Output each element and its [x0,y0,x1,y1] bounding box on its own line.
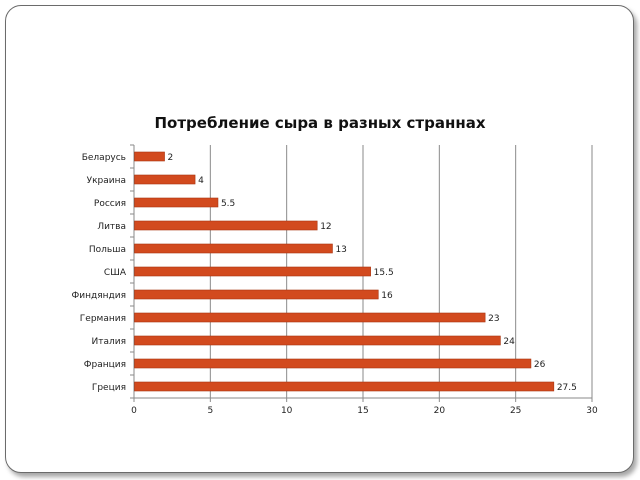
category-label: Германия [80,314,126,324]
category-label: Польша [89,245,126,255]
data-label: 27.5 [557,383,577,393]
bar [134,243,333,254]
data-label: 2 [168,153,174,163]
data-label: 15.5 [374,268,394,278]
bar [134,358,532,369]
category-label: Украина [87,176,126,186]
slide-frame [5,5,634,473]
category-label: Финдяндия [72,291,127,301]
category-label: Россия [94,199,126,209]
data-label: 4 [198,176,204,186]
category-label: Литва [97,222,126,232]
data-label: 24 [503,337,515,347]
bar [134,174,196,185]
bar [134,151,165,162]
x-tick-label: 25 [510,406,521,416]
category-label: Беларусь [82,153,126,163]
data-label: 12 [320,222,331,232]
category-label: Греция [92,383,126,393]
bar [134,197,219,208]
bar [134,312,486,323]
x-tick-label: 0 [131,406,137,416]
x-tick-label: 30 [586,406,598,416]
data-label: 5.5 [221,199,235,209]
category-label: Италия [91,337,126,347]
data-label: 13 [335,245,346,255]
bar [134,289,379,300]
x-tick-label: 5 [207,406,213,416]
data-label: 23 [488,314,499,324]
data-label: 16 [381,291,393,301]
x-tick-label: 10 [281,406,293,416]
category-label: Франция [84,360,126,370]
bar [134,266,371,277]
data-label: 26 [534,360,546,370]
x-tick-label: 15 [357,406,368,416]
bar [134,335,501,346]
chart-title: Потребление сыра в разных страннах [154,114,486,132]
bar [134,220,318,231]
x-tick-label: 20 [434,406,446,416]
bar [134,381,555,392]
category-label: США [104,268,127,278]
